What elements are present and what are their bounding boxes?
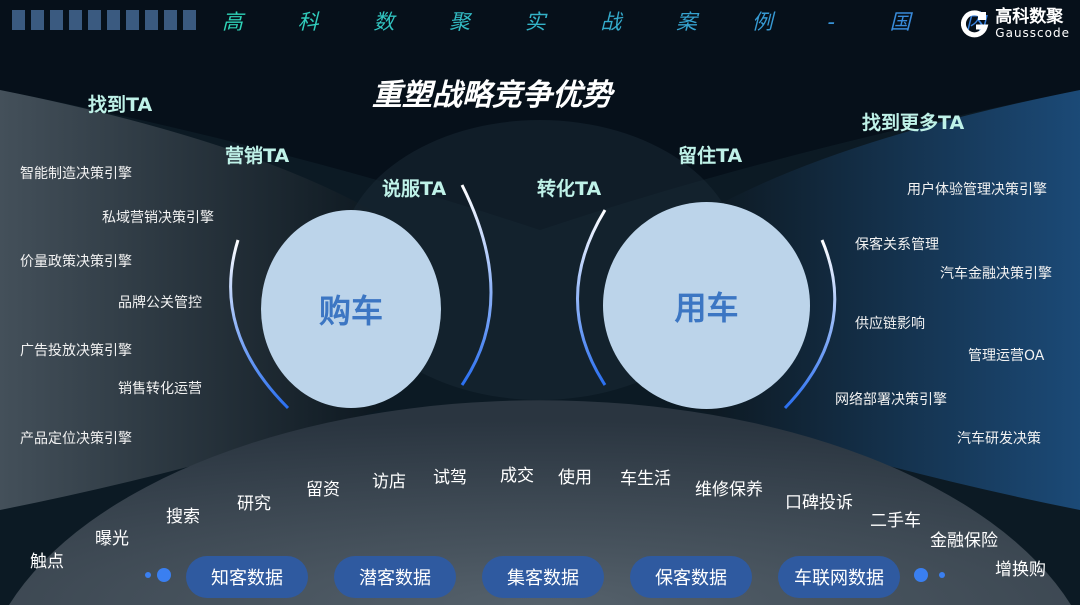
journey-step: 车生活 [620,469,671,489]
journey-step: 留资 [306,480,340,500]
journey-step: 维修保养 [695,480,763,500]
journey-step: 使用 [558,468,592,488]
logo-icon [961,10,989,38]
journey-step: 二手车 [870,511,921,531]
logo: 高科数聚 Gausscode [959,8,1070,40]
journey-step: 访店 [372,472,406,492]
dot-decoration [914,568,928,582]
left-item: 私域营销决策引擎 [102,210,214,226]
arc-right-outer [783,239,837,410]
ta-convert: 转化TA [537,178,602,200]
circle-use-car: 用车 [603,202,810,409]
pill-baoke-data: 保客数据 [630,556,752,598]
pill-zhike-data: 知客数据 [186,556,308,598]
journey-step: 研究 [237,494,271,514]
journey-step: 口碑投诉 [785,493,853,513]
circle-buy-car: 购车 [261,210,441,408]
journey-step: 增换购 [995,560,1046,580]
journey-step: 搜索 [166,507,200,527]
pill-iov-data: 车联网数据 [778,556,900,598]
right-item: 汽车研发决策 [957,431,1041,447]
bottom-dome [9,400,1071,605]
main-title: 重塑战略竞争优势 [372,78,612,113]
ta-persuade: 说服TA [382,178,447,200]
arc-right-inner [576,209,607,386]
left-item: 产品定位决策引擎 [20,431,132,447]
journey-step: 曝光 [95,529,129,549]
logo-text-en: Gausscode [995,26,1070,40]
journey-step: 试驾 [433,468,467,488]
pill-qianke-data: 潜客数据 [334,556,456,598]
journey-step: 触点 [30,552,64,572]
journey-step: 金融保险 [930,531,998,551]
header-decoration [12,10,196,30]
left-item: 价量政策决策引擎 [20,254,132,270]
arc-left-inner [460,184,493,386]
dot-decoration [145,572,151,578]
ta-find: 找到TA [88,94,153,116]
right-item: 网络部署决策引擎 [835,392,947,408]
dot-decoration [157,568,171,582]
right-item: 保客关系管理 [855,237,939,253]
ta-market: 营销TA [225,145,290,167]
left-item: 智能制造决策引擎 [20,166,132,182]
right-item: 用户体验管理决策引擎 [907,182,1047,198]
left-item: 广告投放决策引擎 [20,343,132,359]
arc-left-outer [229,239,290,410]
left-item: 品牌公关管控 [118,295,202,311]
journey-step: 成交 [500,466,534,486]
left-item: 销售转化运营 [118,381,202,397]
right-item: 供应链影响 [855,316,925,332]
dot-decoration [939,572,945,578]
logo-text-cn: 高科数聚 [995,7,1064,27]
right-item: 汽车金融决策引擎 [940,266,1052,282]
header-title: 高 科 数 聚 实 战 案 例 - 国 内 [222,6,1010,36]
pill-jike-data: 集客数据 [482,556,604,598]
ta-retain: 留住TA [678,145,743,167]
right-item: 管理运营OA [968,348,1045,364]
ta-find-more: 找到更多TA [862,112,965,134]
